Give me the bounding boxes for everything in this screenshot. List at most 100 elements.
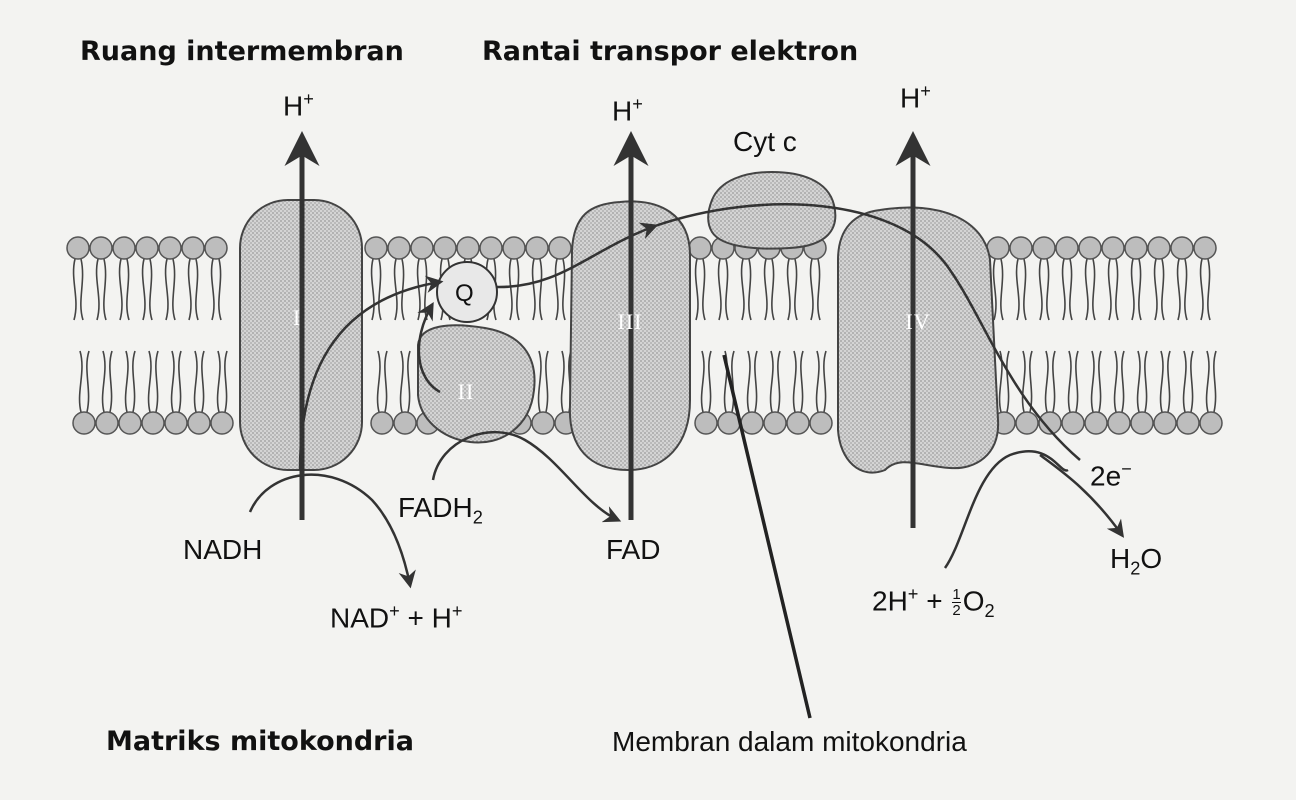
cyt-c-shape [707,170,837,250]
lipid-tail [399,350,411,413]
lipid-head [204,236,228,260]
lipid-tail [187,258,199,321]
lipid-head [1153,411,1177,435]
lipid-tail [101,350,113,413]
lipid-tail [210,258,222,321]
lipid-head [118,411,142,435]
lipid-head [164,411,188,435]
lipid-tail [1061,258,1073,321]
lipid-tail [1107,258,1119,321]
lipid-head [1101,236,1125,260]
lipid-head [479,236,503,260]
lipid-tail [1136,350,1148,413]
lipid-tail [554,258,566,321]
lipid-head [433,236,457,260]
lipid-head [1078,236,1102,260]
matrix-heading: Matriks mitokondria [106,726,414,757]
complex-iii-label: III [617,309,643,334]
lipid-tail [193,350,205,413]
lipid-head [1055,236,1079,260]
lipid-head [89,236,113,260]
lipid-head [1147,236,1171,260]
lipid-tail [72,258,84,321]
oxygen-arrow [943,450,1069,569]
lipid-tail [1153,258,1165,321]
lipid-tail [118,258,130,321]
lipid-tail [717,258,729,321]
lipid-tail [998,350,1010,413]
complex-iv-label: IV [905,309,931,334]
lipid-head [1015,411,1039,435]
lipid-tail [124,350,136,413]
lipid-head [809,411,833,435]
oxygen-label: 2H+ + 1 2 O2 [872,584,995,621]
lipid-tail [1182,350,1194,413]
lipid-head [370,411,394,435]
lipid-tail [370,258,382,321]
lipid-tail [1176,258,1188,321]
lipid-head [531,411,555,435]
lipid-tail [1090,350,1102,413]
lipid-tail [531,258,543,321]
lipid-head [1170,236,1194,260]
lipid-tail [1084,258,1096,321]
fadh2-arrow [431,430,622,523]
complex-ii-shape [417,324,536,444]
proton-label-iii: H+ [612,94,643,127]
lipid-head [786,411,810,435]
lipid-tail [786,258,798,321]
water-label: H2O [1110,543,1163,579]
lipid-head [1038,411,1062,435]
membrane-pointer-line [722,354,812,719]
lipid-tail [763,258,775,321]
nadh-arrow [248,473,416,589]
lipid-tail [1015,258,1027,321]
complex-iv-shape [837,206,1000,474]
lipid-head [135,236,159,260]
lipid-tail [700,350,712,413]
nadh-label: NADH [183,534,263,565]
lipid-head [364,236,388,260]
lipid-tail [809,258,821,321]
lipid-head [66,236,90,260]
complex-ii-label: II [457,379,475,404]
lipid-tail [393,258,405,321]
lipid-tail [1199,258,1211,321]
cyt-c-label: Cyt c [733,126,797,157]
lipid-tail [537,350,549,413]
q-label: Q [455,280,474,307]
lipid-head [548,236,572,260]
lipid-tail [376,350,388,413]
lipid-tail [1130,258,1142,321]
lipid-head [688,236,712,260]
lipid-tail [164,258,176,321]
fad-label: FAD [606,534,661,565]
lipid-tail [740,258,752,321]
lipid-head [158,236,182,260]
lipid-head [393,411,417,435]
lipid-tail [746,350,758,413]
lipid-tail [1113,350,1125,413]
lipid-head [1199,411,1223,435]
lipid-head [95,411,119,435]
inner-membrane-label: Membran dalam mitokondria [612,726,967,757]
proton-label-i: H+ [283,89,314,122]
iii-to-iv-arrow [654,203,1081,461]
complex-i-label: I [292,305,302,330]
electrons-label: 2e− [1090,459,1132,492]
lipid-tail [1044,350,1056,413]
fadh2-label: FADH2 [398,492,483,528]
lipid-head [1032,236,1056,260]
lipid-tail [508,258,520,321]
lipid-head [181,236,205,260]
intermembrane-space-heading: Ruang intermembran [80,36,404,67]
lipid-tail [815,350,827,413]
lipid-head [1193,236,1217,260]
lipid-tail [170,350,182,413]
lipid-head [502,236,526,260]
electrons-to-water-arrow [1039,453,1125,538]
lipid-tail [1205,350,1217,413]
etc-heading: Rantai transpor elektron [482,36,859,67]
lipid-tail [147,350,159,413]
lipid-head [763,411,787,435]
